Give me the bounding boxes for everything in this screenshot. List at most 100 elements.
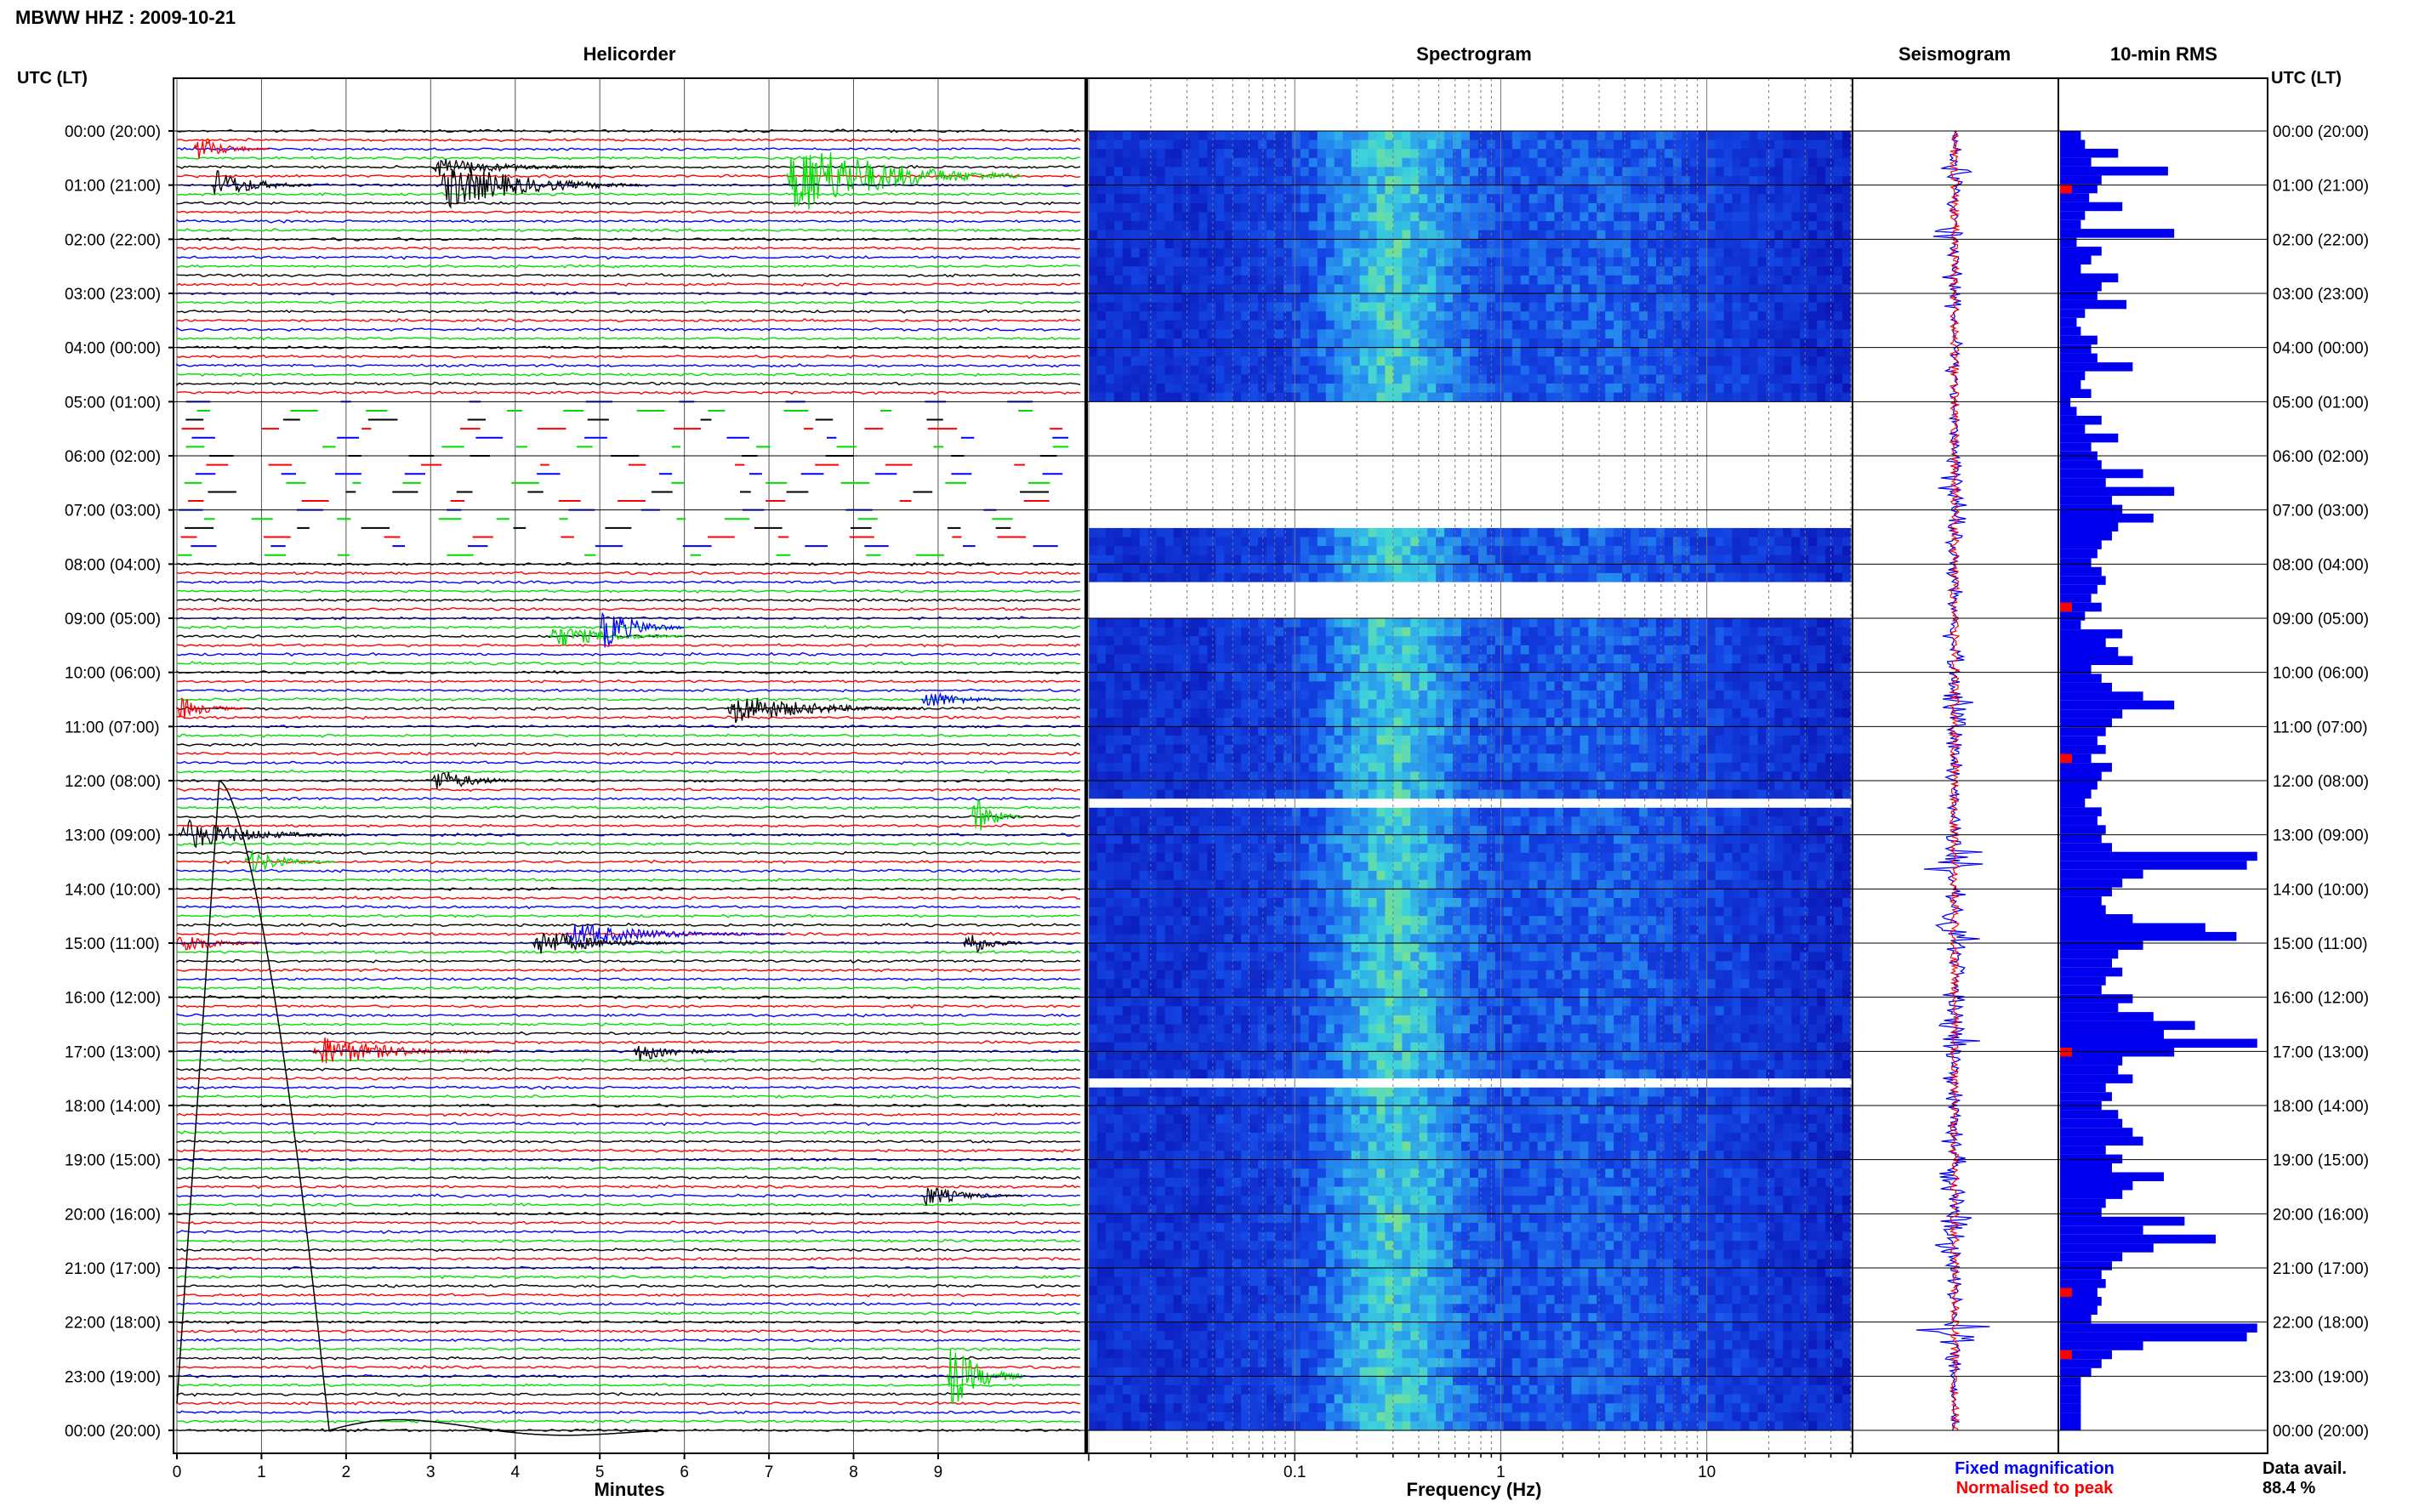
spectrogram-cell bbox=[1757, 699, 1767, 709]
spectrogram-cell bbox=[1842, 735, 1852, 746]
spectrogram-cell bbox=[1698, 699, 1708, 709]
spectrogram-cell bbox=[1402, 374, 1411, 384]
spectrogram-cell bbox=[1520, 546, 1530, 556]
spectrogram-cell bbox=[1656, 176, 1665, 186]
spectrogram-cell bbox=[1393, 554, 1403, 565]
spectrogram-cell bbox=[1376, 320, 1386, 330]
spectrogram-cell bbox=[1757, 546, 1767, 556]
spectrogram-cell bbox=[1130, 329, 1141, 339]
spectrogram-cell bbox=[1275, 266, 1284, 276]
spectrogram-cell bbox=[1224, 230, 1233, 240]
spectrogram-cell bbox=[1614, 564, 1623, 574]
spectrogram-cell bbox=[1122, 157, 1132, 168]
spectrogram-cell bbox=[1537, 266, 1547, 276]
spectrogram-cell bbox=[1520, 167, 1530, 177]
spectrogram-cell bbox=[1520, 257, 1530, 267]
spectrogram-cell bbox=[1453, 293, 1462, 304]
spectrogram-cell bbox=[1817, 139, 1826, 150]
spectrogram-cell bbox=[1402, 139, 1411, 150]
spectrogram-cell bbox=[1562, 618, 1573, 628]
spectrogram-cell bbox=[1325, 230, 1335, 240]
spectrogram-cell bbox=[1241, 708, 1250, 719]
spectrogram-cell bbox=[1308, 247, 1318, 259]
spectrogram-cell bbox=[1665, 726, 1674, 736]
spectrogram-cell bbox=[1665, 735, 1674, 746]
spectrogram-cell bbox=[1241, 726, 1250, 736]
spectrogram-cell bbox=[1494, 546, 1505, 556]
spectrogram-cell bbox=[1224, 572, 1233, 583]
spectrogram-cell bbox=[1554, 627, 1564, 637]
spectrogram-cell bbox=[1740, 239, 1750, 249]
spectrogram-cell bbox=[1241, 329, 1250, 339]
spectrogram-cell bbox=[1732, 636, 1742, 646]
spectrogram-cell bbox=[1241, 275, 1250, 285]
spectrogram-cell bbox=[1113, 708, 1124, 719]
spectrogram-cell bbox=[1766, 149, 1775, 159]
spectrogram-cell bbox=[1478, 663, 1488, 674]
spectrogram-cell bbox=[1130, 735, 1141, 746]
spectrogram-cell bbox=[1486, 618, 1496, 628]
spectrogram-cell bbox=[1656, 672, 1665, 682]
spectrogram-cell bbox=[1207, 329, 1216, 339]
spectrogram-cell bbox=[1156, 690, 1166, 701]
spectrogram-cell bbox=[1791, 247, 1801, 259]
spectrogram-cell bbox=[1427, 681, 1437, 691]
spectrogram-cell bbox=[1528, 627, 1539, 637]
spectrogram-cell bbox=[1494, 275, 1505, 285]
spectrogram-cell bbox=[1453, 230, 1462, 240]
spectrogram-cell bbox=[1732, 329, 1742, 339]
spectrogram-cell bbox=[1545, 157, 1556, 168]
spectrogram-gap bbox=[1089, 600, 1851, 610]
spectrogram-cell bbox=[1089, 293, 1098, 304]
spectrogram-cell bbox=[1622, 645, 1631, 655]
spectrogram-cell bbox=[1639, 275, 1648, 285]
trace-line bbox=[176, 354, 1081, 359]
spectrogram-cell bbox=[1376, 157, 1386, 168]
spectrogram-cell bbox=[1351, 699, 1361, 709]
spectrogram-cell bbox=[1147, 139, 1158, 150]
spectrogram-cell bbox=[1614, 365, 1623, 376]
spectrogram-cell bbox=[1545, 663, 1556, 674]
spectrogram-cell bbox=[1740, 157, 1750, 168]
spectrogram-cell bbox=[1631, 392, 1640, 402]
spectrogram-cell bbox=[1139, 139, 1149, 150]
spectrogram-cell bbox=[1723, 699, 1733, 709]
spectrogram-cell bbox=[1224, 564, 1233, 574]
spectrogram-cell bbox=[1342, 654, 1352, 664]
spectrogram-cell bbox=[1749, 636, 1759, 646]
spectrogram-cell bbox=[1181, 157, 1192, 168]
spectrogram-cell bbox=[1817, 329, 1826, 339]
trace-line bbox=[176, 156, 1081, 161]
spectrogram-cell bbox=[1545, 618, 1556, 628]
spectrogram-cell bbox=[1308, 302, 1318, 312]
spectrogram-cell bbox=[1681, 546, 1691, 556]
spectrogram-cell bbox=[1774, 636, 1784, 646]
spectrogram-cell bbox=[1740, 275, 1750, 285]
spectrogram-cell bbox=[1494, 554, 1505, 565]
spectrogram-cell bbox=[1554, 176, 1564, 186]
spectrogram-cell bbox=[1605, 247, 1614, 259]
spectrogram-cell bbox=[1622, 527, 1631, 538]
spectrogram-cell bbox=[1825, 645, 1835, 655]
spectrogram-cell bbox=[1181, 618, 1192, 628]
spectrogram-cell bbox=[1173, 663, 1183, 674]
spectrogram-cell bbox=[1494, 690, 1505, 701]
spectrogram-cell bbox=[1706, 257, 1716, 267]
spectrogram-cell bbox=[1808, 275, 1818, 285]
spectrogram-cell bbox=[1156, 194, 1166, 204]
spectrogram-cell bbox=[1545, 239, 1556, 249]
spectrogram-cell bbox=[1224, 735, 1233, 746]
spectrogram-cell bbox=[1173, 320, 1183, 330]
spectrogram-cell bbox=[1410, 356, 1420, 367]
spectrogram-cell bbox=[1537, 194, 1547, 204]
spectrogram-cell bbox=[1207, 230, 1216, 240]
spectrogram-cell bbox=[1190, 194, 1200, 204]
spectrogram-cell bbox=[1766, 167, 1775, 177]
spectrogram-cell bbox=[1656, 374, 1665, 384]
spectrogram-cell bbox=[1164, 194, 1175, 204]
spectrogram-cell bbox=[1215, 618, 1225, 628]
spectrogram-cell bbox=[1800, 744, 1809, 754]
spectrogram-cell bbox=[1665, 202, 1674, 213]
spectrogram-cell bbox=[1579, 735, 1589, 746]
spectrogram-cell bbox=[1545, 546, 1556, 556]
